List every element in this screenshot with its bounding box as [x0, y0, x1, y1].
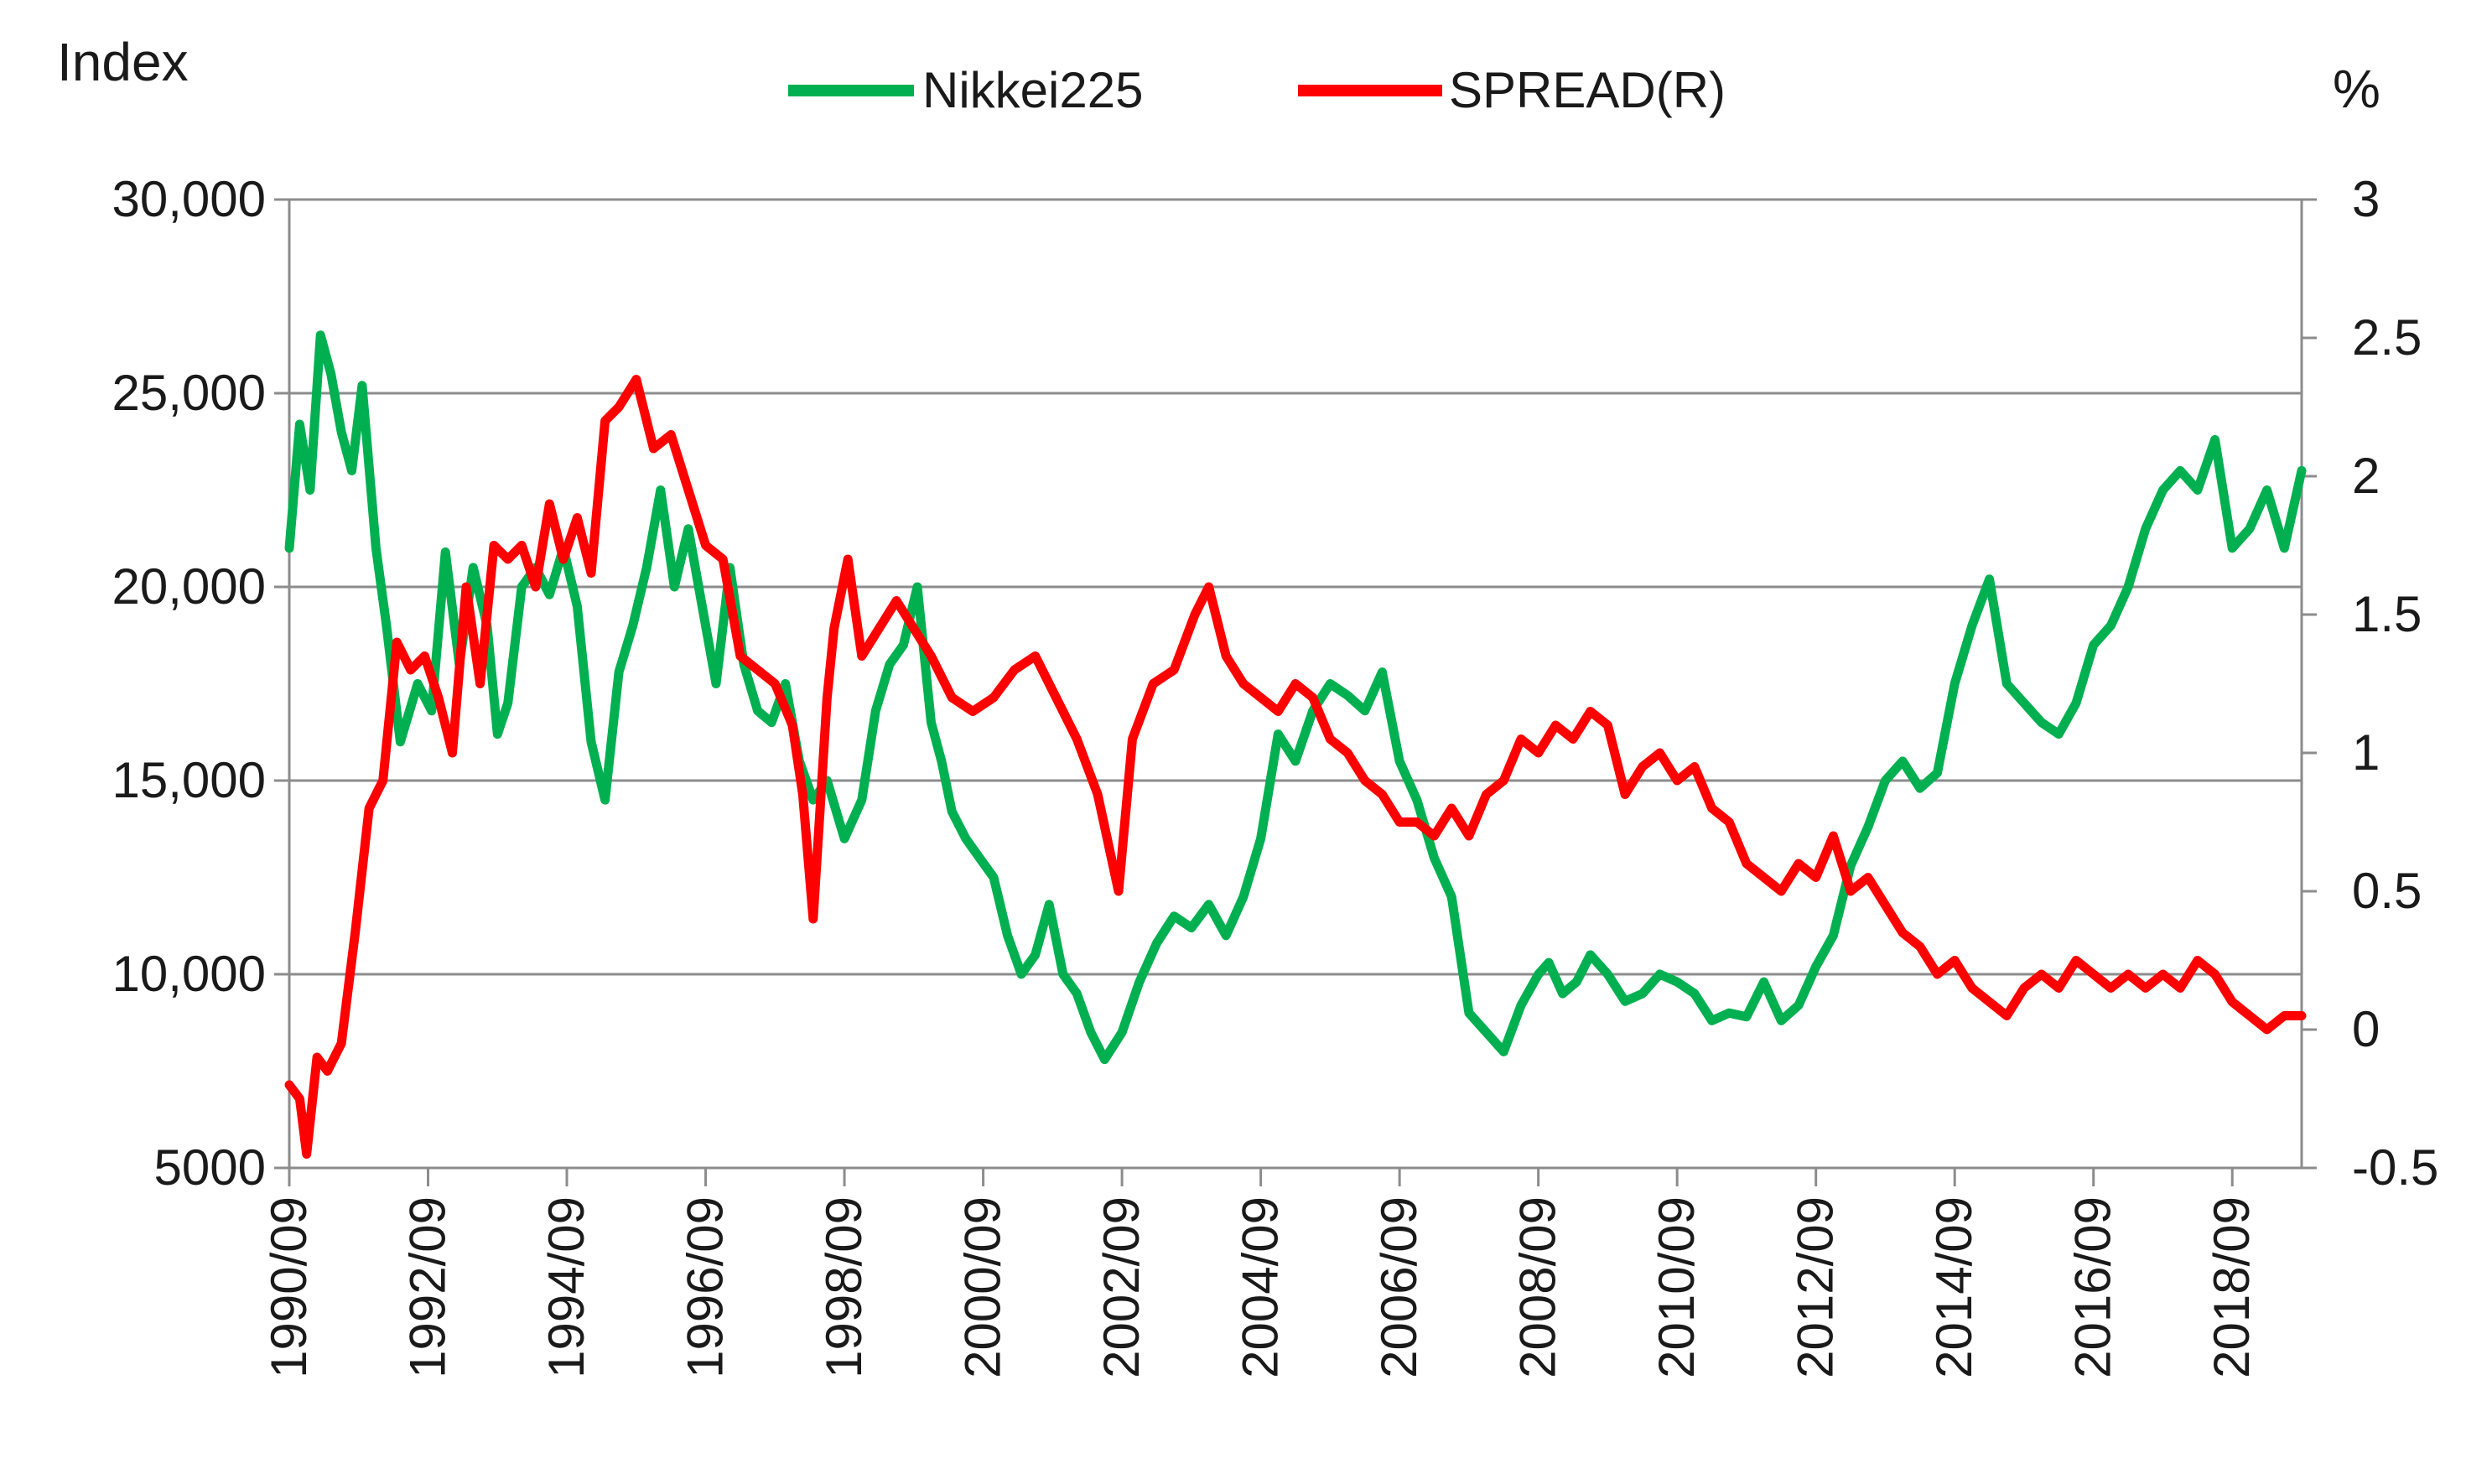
x-tick-label: 2016/09	[2065, 1196, 2121, 1378]
x-tick-label: 1990/09	[261, 1196, 317, 1378]
x-tick-label: 2000/09	[955, 1196, 1011, 1378]
y-right-tick-label: 0.5	[2352, 863, 2422, 919]
legend-label-nikkei225: Nikkei225	[922, 62, 1143, 118]
y-right-tick-label: 3	[2352, 171, 2380, 227]
x-tick-label: 2018/09	[2204, 1196, 2260, 1378]
x-tick-label: 2004/09	[1233, 1196, 1289, 1378]
y-left-tick-label: 25,000	[112, 365, 266, 421]
x-tick-label: 2010/09	[1648, 1196, 1705, 1378]
y-left-tick-label: 5000	[154, 1139, 266, 1196]
x-tick-label: 2006/09	[1371, 1196, 1427, 1378]
legend-label-spread: SPREAD(R)	[1449, 62, 1726, 118]
grid-layer	[289, 198, 2302, 976]
y-axis-left-label: Index	[57, 32, 189, 92]
x-tick-label: 1992/09	[400, 1196, 456, 1378]
x-tick-label: 1998/09	[816, 1196, 872, 1378]
y-left-tick-label: 15,000	[112, 752, 266, 808]
series-line-spread	[284, 375, 2307, 1159]
y-left-tick-label: 20,000	[112, 558, 266, 615]
x-tick-label: 2012/09	[1788, 1196, 1844, 1378]
y-right-tick-label: 0	[2352, 1001, 2380, 1057]
x-tick-label: 2008/09	[1510, 1196, 1566, 1378]
y-right-tick-label: 2	[2352, 448, 2380, 504]
y-right-tick-label: 1	[2352, 724, 2380, 781]
x-tick-label: 2014/09	[1926, 1196, 1982, 1378]
y-right-tick-label: 1.5	[2352, 586, 2422, 642]
x-tick-label: 2002/09	[1093, 1196, 1150, 1378]
y-right-tick-label: 2.5	[2352, 309, 2422, 366]
y-right-tick-label: -0.5	[2352, 1139, 2438, 1196]
axis-layer: 5000 10,000 15,000 20,000 25,000 30,000 -0.5 0 0…	[112, 171, 2438, 1378]
series-layer	[284, 330, 2307, 1159]
legend: Nikkei225 SPREAD(R)	[788, 62, 1726, 118]
y-axis-right-label: %	[2333, 59, 2380, 119]
x-tick-label: 1996/09	[678, 1196, 734, 1378]
series-line-nikkei225	[284, 330, 2307, 1065]
label-layer: Index %	[57, 32, 2380, 119]
y-left-tick-label: 30,000	[112, 171, 266, 227]
x-tick-label: 1994/09	[538, 1196, 594, 1378]
y-left-tick-label: 10,000	[112, 946, 266, 1002]
